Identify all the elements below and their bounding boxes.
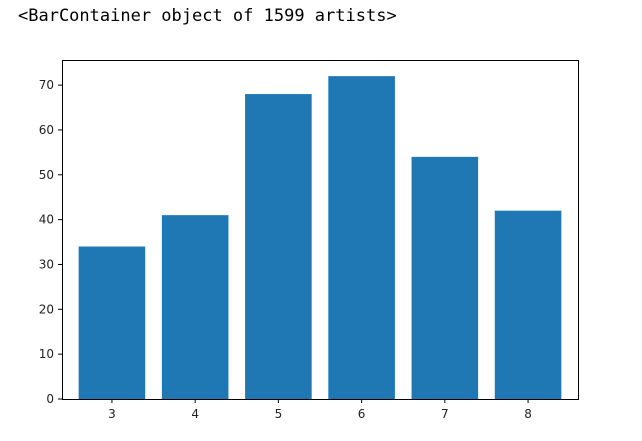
x-tick-label: 7 — [441, 407, 449, 421]
y-tick-label: 60 — [39, 123, 54, 137]
bar-6 — [328, 76, 395, 400]
bar-4 — [161, 215, 229, 399]
x-tick-label: 3 — [108, 407, 116, 421]
y-tick-label: 40 — [39, 213, 54, 227]
bars-group — [78, 76, 562, 400]
x-tick-label: 5 — [275, 407, 283, 421]
plot-frame — [62, 60, 579, 400]
y-axis-ticks: 0 10 20 30 40 50 60 70 — [39, 78, 62, 406]
bar-7 — [411, 156, 479, 399]
bar-8 — [494, 210, 562, 399]
x-tick-label: 8 — [524, 407, 532, 421]
y-tick-label: 10 — [39, 347, 54, 361]
y-tick-label: 50 — [39, 168, 54, 182]
x-tick-label: 4 — [191, 407, 199, 421]
output-repr-text: <BarContainer object of 1599 artists> — [18, 6, 397, 26]
y-tick-label: 0 — [46, 392, 54, 406]
x-tick-label: 6 — [358, 407, 366, 421]
y-tick-label: 30 — [39, 257, 54, 271]
y-tick-label: 70 — [39, 78, 54, 92]
x-axis-ticks: 3 4 5 6 7 8 — [108, 399, 532, 421]
bar-5 — [245, 94, 312, 399]
y-tick-label: 20 — [39, 302, 54, 316]
bar-3 — [78, 246, 146, 399]
